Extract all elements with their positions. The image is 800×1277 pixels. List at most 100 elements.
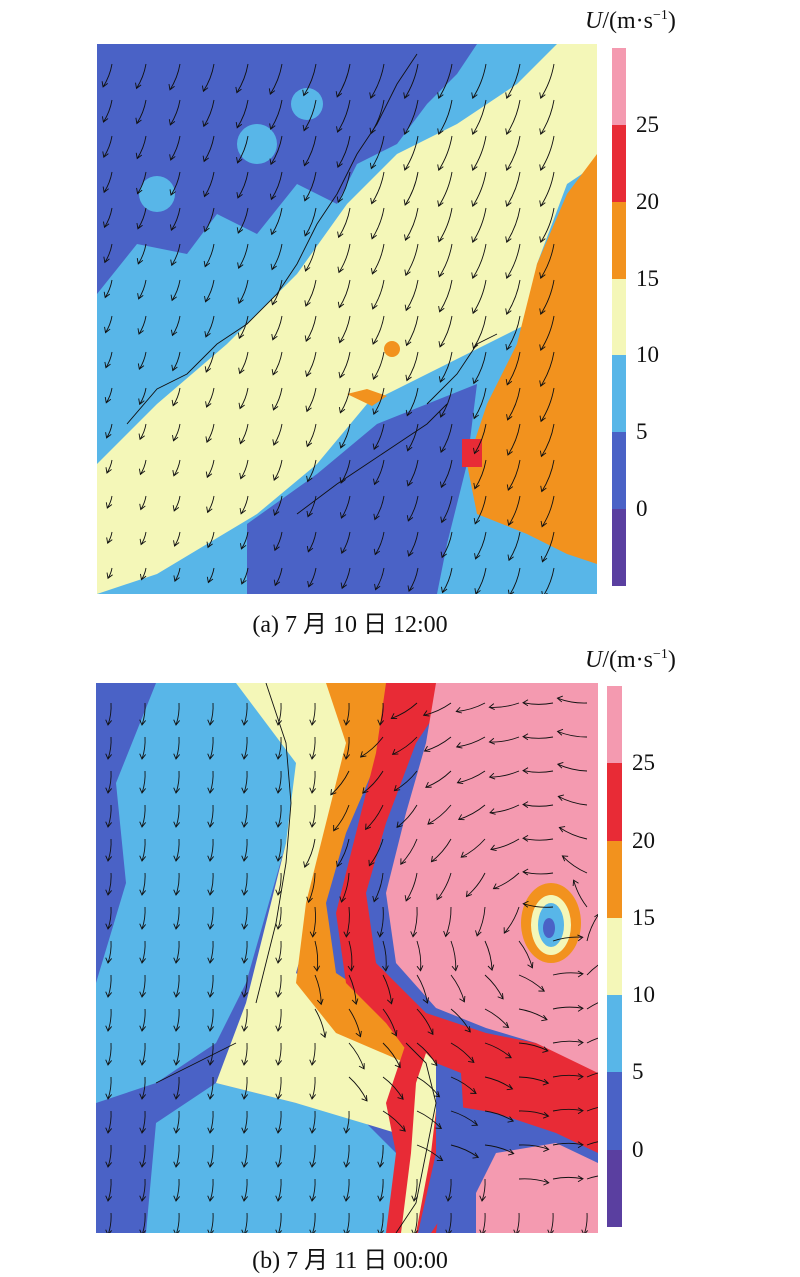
wind-arrow [505, 351, 521, 386]
wind-arrow [275, 770, 282, 794]
wind-arrow [105, 1008, 112, 1032]
wind-arrow [139, 702, 146, 726]
wind-arrow [445, 1178, 452, 1202]
wind-arrow [382, 1110, 406, 1132]
wind-arrow [335, 63, 351, 98]
wind-arrow [105, 1144, 112, 1168]
wind-arrow [168, 99, 181, 126]
wind-arrow [238, 387, 249, 410]
wind-arrow [561, 855, 588, 874]
wind-arrow [522, 835, 554, 842]
wind-arrow [552, 970, 584, 978]
wind-arrow [207, 872, 214, 896]
wind-arrow [275, 906, 282, 930]
wind-arrow [586, 913, 598, 942]
wind-arrow [370, 171, 385, 205]
caption-a: (a) 7 月 10 日 12:00 [252, 612, 448, 638]
wind-arrow [474, 567, 487, 594]
wind-arrow [443, 906, 452, 938]
wind-arrow [505, 315, 521, 351]
wind-arrow [169, 207, 181, 232]
wind-arrow [309, 702, 316, 726]
wind-arrow [304, 279, 317, 307]
wind-arrow [314, 974, 324, 1006]
colorbar-ticks-a: 25 20 15 10 5 0 [636, 48, 696, 586]
wind-arrow [471, 63, 487, 100]
wind-arrow [241, 838, 248, 862]
wind-arrow [236, 135, 249, 164]
wind-arrow [135, 135, 147, 160]
wind-arrow [275, 736, 282, 760]
colorbar-tick-label: 5 [636, 419, 648, 445]
wind-arrow [586, 1106, 598, 1112]
wind-arrow [309, 1212, 316, 1233]
wind-arrow [343, 1212, 350, 1233]
wind-arrow [505, 171, 521, 208]
wind-arrow [137, 351, 147, 370]
wind-arrow [241, 1008, 248, 1032]
wind-arrow [348, 974, 359, 1005]
wind-arrow [423, 736, 452, 752]
wind-arrow [373, 495, 385, 521]
wind-arrow [103, 243, 113, 264]
wind-arrow [343, 906, 351, 938]
colorbar-unit-label-b: U/(m·s−1) [585, 647, 676, 673]
wind-arrow [273, 495, 283, 517]
wind-arrow [586, 1002, 598, 1010]
colorbar-tick-label: 15 [632, 904, 655, 930]
wind-arrow [505, 207, 521, 244]
wind-arrow [168, 63, 181, 91]
wind-arrow [102, 135, 113, 158]
wind-arrow [306, 459, 317, 483]
wind-arrow [202, 135, 215, 163]
wind-arrow [173, 906, 180, 930]
wind-arrow [338, 387, 351, 414]
wind-speed-map-a [97, 44, 597, 594]
wind-arrow [101, 99, 113, 123]
colorbar-block [612, 124, 626, 202]
wind-arrow [556, 761, 588, 772]
wind-arrow [505, 279, 521, 316]
wind-arrow [306, 872, 316, 904]
wind-arrow [207, 1110, 214, 1134]
wind-arrow [371, 279, 385, 310]
wind-arrow [377, 1144, 384, 1168]
colorbar-block [612, 432, 626, 510]
wind-arrow [105, 736, 112, 760]
wind-arrow [506, 387, 521, 421]
colorbar-block [612, 355, 626, 433]
wind-arrow [271, 351, 283, 376]
wind-arrow [522, 801, 554, 808]
wind-arrow [275, 1212, 282, 1233]
wind-arrow [439, 387, 453, 418]
wind-arrow [275, 838, 282, 862]
wind-arrow [456, 770, 486, 785]
wind-arrow [241, 1212, 248, 1233]
wind-arrow [275, 702, 282, 726]
wind-arrow [586, 1175, 598, 1180]
wind-arrow [539, 351, 555, 388]
colorbar-unit-label-a: U/(m·s−1) [585, 8, 676, 34]
wind-arrow [507, 567, 521, 594]
wind-arrow [171, 351, 181, 372]
wind-arrow [105, 1042, 112, 1066]
wind-arrow [471, 207, 487, 244]
wind-arrow [518, 974, 546, 992]
wind-arrow [492, 872, 520, 890]
wind-arrow [416, 1042, 438, 1067]
wind-arrow [309, 736, 316, 760]
wind-arrow [173, 974, 180, 998]
wind-arrow [371, 315, 385, 345]
wind-arrow [440, 495, 453, 524]
colorbar-tick-label: 25 [632, 750, 655, 776]
wind-arrow [465, 872, 486, 898]
wind-arrow [586, 964, 598, 976]
wind-arrow [136, 207, 147, 230]
wind-arrow [205, 423, 215, 444]
wind-arrow [139, 736, 146, 760]
wind-arrow [309, 906, 317, 938]
wind-arrow [241, 872, 248, 896]
wind-arrow [237, 279, 249, 305]
wind-arrow [241, 770, 248, 794]
wind-arrow [343, 1178, 350, 1202]
